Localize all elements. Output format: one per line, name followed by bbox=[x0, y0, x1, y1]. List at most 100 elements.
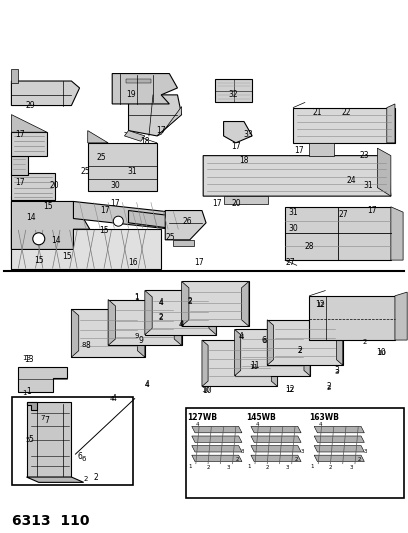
Polygon shape bbox=[108, 300, 115, 345]
Polygon shape bbox=[395, 292, 407, 340]
Text: 18: 18 bbox=[140, 137, 150, 146]
Text: 6: 6 bbox=[81, 456, 86, 463]
Polygon shape bbox=[165, 211, 206, 240]
Polygon shape bbox=[202, 340, 277, 386]
Text: 13: 13 bbox=[24, 356, 33, 364]
Text: 20: 20 bbox=[49, 181, 59, 190]
Text: 163WB: 163WB bbox=[309, 413, 339, 422]
Text: 4: 4 bbox=[196, 422, 200, 427]
Text: 4: 4 bbox=[180, 321, 184, 327]
Text: 2: 2 bbox=[159, 314, 163, 320]
Text: 30: 30 bbox=[288, 224, 298, 232]
Text: 145WB: 145WB bbox=[246, 413, 276, 422]
Text: 4: 4 bbox=[239, 334, 244, 340]
Polygon shape bbox=[137, 309, 145, 357]
Polygon shape bbox=[224, 196, 268, 204]
Text: 14: 14 bbox=[26, 213, 35, 222]
Text: 7: 7 bbox=[40, 415, 45, 422]
Polygon shape bbox=[267, 320, 273, 365]
Polygon shape bbox=[27, 477, 84, 482]
Text: 3: 3 bbox=[286, 465, 289, 471]
Polygon shape bbox=[337, 320, 343, 365]
Text: 2: 2 bbox=[84, 475, 88, 482]
Text: 14: 14 bbox=[51, 237, 61, 245]
Text: 3: 3 bbox=[227, 465, 230, 471]
Text: 2: 2 bbox=[326, 382, 331, 391]
Polygon shape bbox=[285, 260, 297, 265]
Polygon shape bbox=[112, 74, 177, 104]
Text: 18: 18 bbox=[239, 157, 249, 165]
Text: 25: 25 bbox=[80, 167, 90, 176]
Polygon shape bbox=[11, 155, 28, 175]
Text: 6313  110: 6313 110 bbox=[12, 514, 90, 528]
Text: 1: 1 bbox=[188, 464, 191, 469]
Polygon shape bbox=[145, 290, 152, 335]
Text: 19: 19 bbox=[126, 91, 136, 99]
Polygon shape bbox=[314, 436, 364, 442]
Polygon shape bbox=[293, 108, 395, 143]
Text: 11: 11 bbox=[250, 361, 260, 369]
Text: 4: 4 bbox=[319, 422, 322, 427]
Text: 26: 26 bbox=[182, 217, 192, 225]
Text: 12: 12 bbox=[315, 301, 325, 309]
Text: 17: 17 bbox=[15, 130, 24, 139]
Text: 5: 5 bbox=[28, 435, 33, 444]
Text: 12: 12 bbox=[285, 385, 295, 393]
Text: 2: 2 bbox=[187, 297, 192, 305]
Polygon shape bbox=[11, 196, 31, 269]
Text: 4: 4 bbox=[255, 422, 259, 427]
Polygon shape bbox=[267, 320, 343, 365]
Text: 31: 31 bbox=[128, 167, 137, 176]
Text: 24: 24 bbox=[347, 176, 357, 184]
Text: 4: 4 bbox=[159, 298, 164, 307]
Polygon shape bbox=[215, 79, 252, 102]
Text: 27: 27 bbox=[339, 210, 348, 219]
Polygon shape bbox=[285, 207, 391, 260]
Polygon shape bbox=[11, 81, 80, 106]
Text: 10: 10 bbox=[377, 349, 386, 357]
Text: 4: 4 bbox=[112, 394, 117, 403]
Text: 9: 9 bbox=[138, 336, 143, 344]
Text: 30: 30 bbox=[110, 181, 120, 190]
Text: 3: 3 bbox=[334, 369, 339, 375]
Polygon shape bbox=[309, 296, 395, 340]
Text: 4: 4 bbox=[159, 300, 163, 306]
Text: 5: 5 bbox=[26, 437, 30, 443]
Polygon shape bbox=[129, 211, 186, 230]
Text: 25: 25 bbox=[96, 153, 106, 161]
Text: 127WB: 127WB bbox=[187, 413, 217, 422]
Text: 22: 22 bbox=[341, 109, 351, 117]
Text: 17: 17 bbox=[367, 206, 377, 215]
Text: 8: 8 bbox=[85, 341, 90, 350]
Polygon shape bbox=[145, 290, 216, 335]
Text: 1: 1 bbox=[247, 464, 251, 469]
Polygon shape bbox=[309, 290, 326, 296]
Text: 3: 3 bbox=[364, 449, 367, 454]
Polygon shape bbox=[73, 201, 171, 229]
Polygon shape bbox=[71, 309, 145, 357]
Bar bbox=[186, 408, 404, 498]
Polygon shape bbox=[271, 340, 277, 386]
Polygon shape bbox=[377, 148, 391, 196]
Text: 1: 1 bbox=[26, 387, 31, 396]
Text: 17: 17 bbox=[110, 199, 120, 208]
Text: 1: 1 bbox=[134, 293, 139, 302]
Text: 17: 17 bbox=[231, 142, 241, 151]
Text: 4: 4 bbox=[145, 382, 149, 388]
Text: 1: 1 bbox=[310, 464, 314, 469]
Text: 17: 17 bbox=[212, 199, 222, 208]
Circle shape bbox=[113, 216, 123, 226]
Text: 1: 1 bbox=[22, 390, 27, 397]
Polygon shape bbox=[224, 122, 252, 143]
Polygon shape bbox=[192, 446, 242, 452]
Polygon shape bbox=[11, 173, 55, 200]
Polygon shape bbox=[108, 300, 182, 345]
Text: 17: 17 bbox=[100, 206, 110, 215]
Text: 6: 6 bbox=[262, 336, 267, 344]
Polygon shape bbox=[173, 240, 194, 246]
Text: 3: 3 bbox=[334, 366, 339, 375]
Polygon shape bbox=[71, 309, 79, 357]
Text: 2: 2 bbox=[206, 465, 210, 471]
Polygon shape bbox=[27, 402, 37, 410]
Text: 2: 2 bbox=[266, 465, 269, 471]
